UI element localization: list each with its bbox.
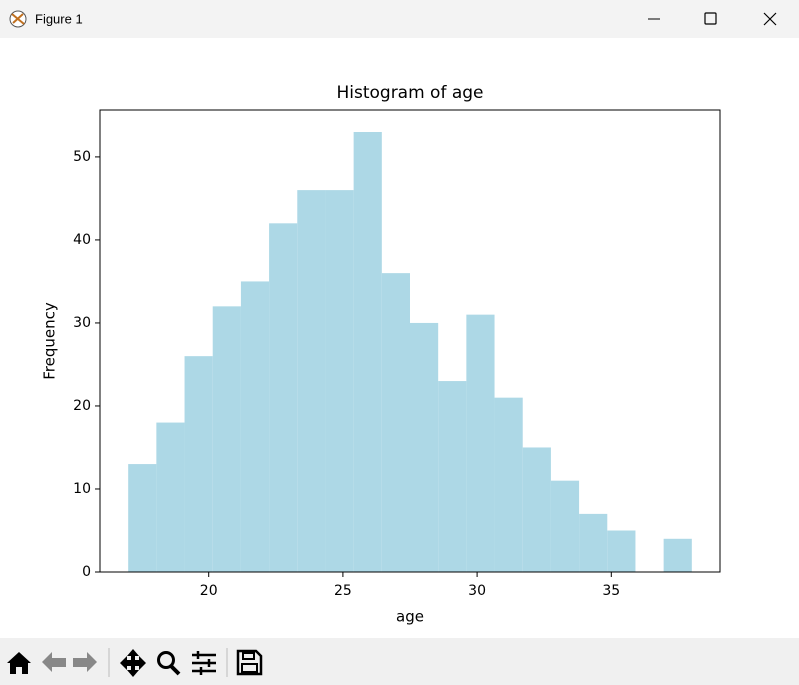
- bar: [550, 480, 580, 572]
- y-tick-label: 50: [73, 149, 91, 165]
- plot: 20 25 30 35 0 10 20 30 40 50 Histogram of age age Fr…: [41, 83, 721, 626]
- bar: [494, 397, 523, 572]
- forward-button[interactable]: [73, 652, 97, 672]
- bar: [410, 322, 439, 572]
- bar: [156, 422, 185, 572]
- save-icon-part: [241, 663, 258, 673]
- bar: [353, 132, 382, 572]
- x-tick-label: 20: [200, 583, 218, 599]
- bar: [297, 190, 326, 572]
- bar: [579, 513, 608, 572]
- pan-button[interactable]: [120, 649, 146, 677]
- y-tick-label: 40: [73, 232, 91, 248]
- bar: [128, 464, 157, 572]
- zoom-handle: [169, 664, 181, 676]
- back-button[interactable]: [42, 652, 66, 672]
- y-tick-label: 0: [82, 564, 91, 580]
- bar: [522, 447, 551, 572]
- bar: [466, 314, 495, 572]
- window-title: Figure 1: [35, 11, 83, 26]
- axes-frame: [99, 109, 721, 573]
- bar: [184, 356, 213, 572]
- x-tick-label: 30: [468, 583, 486, 599]
- y-tick-label: 20: [73, 398, 91, 414]
- bar: [381, 273, 410, 572]
- x-tick-label: 25: [334, 583, 352, 599]
- bar: [663, 538, 692, 572]
- bar: [325, 190, 354, 572]
- save-icon-part: [242, 652, 255, 660]
- x-tick-label: 35: [602, 583, 620, 599]
- home-button[interactable]: [7, 652, 31, 674]
- toolbar: [0, 638, 799, 685]
- chart-title: Histogram of age: [336, 83, 483, 103]
- title-bar: [0, 0, 799, 38]
- x-axis-label: age: [396, 608, 424, 626]
- bar: [438, 381, 467, 572]
- zoom-button[interactable]: [157, 651, 175, 669]
- bar: [240, 281, 270, 572]
- maximize-button[interactable]: [704, 12, 717, 25]
- bar: [212, 306, 241, 572]
- close-button[interactable]: [763, 12, 777, 26]
- bar: [269, 223, 298, 573]
- y-tick-label: 30: [73, 315, 91, 331]
- save-button[interactable]: [236, 649, 263, 676]
- bar: [607, 530, 636, 572]
- app-icon-mark: [11, 13, 25, 25]
- configure-button[interactable]: [192, 651, 216, 675]
- y-axis-label: Frequency: [41, 302, 59, 380]
- y-tick-label: 10: [73, 481, 91, 497]
